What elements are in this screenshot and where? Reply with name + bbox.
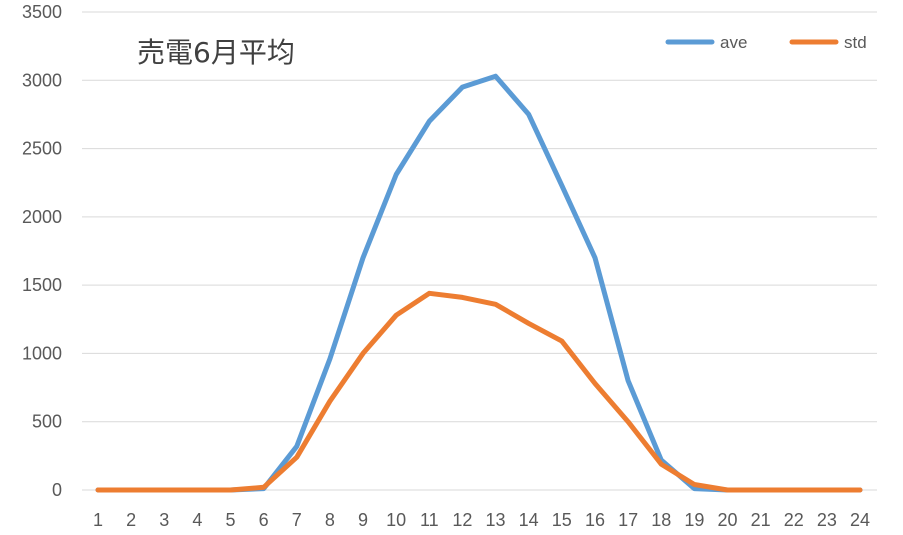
x-tick-label-13: 13 <box>486 510 506 530</box>
x-tick-label-3: 3 <box>159 510 169 530</box>
x-tick-label-19: 19 <box>684 510 704 530</box>
x-tick-label-17: 17 <box>618 510 638 530</box>
y-tick-label-3000: 3000 <box>22 70 62 90</box>
x-tick-label-11: 11 <box>420 510 439 530</box>
x-tick-label-5: 5 <box>226 510 236 530</box>
series-lines <box>95 73 863 493</box>
x-tick-label-10: 10 <box>386 510 406 530</box>
legend: ave std <box>665 33 867 52</box>
y-tick-label-3500: 3500 <box>22 2 62 22</box>
y-tick-label-1500: 1500 <box>22 275 62 295</box>
y-tick-label-500: 500 <box>32 412 62 432</box>
x-tick-label-23: 23 <box>817 510 837 530</box>
x-tick-label-2: 2 <box>126 510 136 530</box>
y-tick-label-2000: 2000 <box>22 207 62 227</box>
x-tick-label-7: 7 <box>292 510 302 530</box>
series-line-std <box>95 290 863 493</box>
legend-label-std: std <box>844 33 867 52</box>
gridlines <box>82 11 877 491</box>
x-tick-label-6: 6 <box>259 510 269 530</box>
x-tick-label-24: 24 <box>850 510 870 530</box>
y-tick-label-0: 0 <box>52 480 62 500</box>
x-axis-tick-labels: 1 2 3 4 5 6 7 8 9 10 11 12 13 14 15 16 17 18 19 20 21 22 23 24 <box>93 510 870 530</box>
y-axis-tick-labels: 0 500 1000 1500 2000 2500 3000 3500 <box>22 2 62 500</box>
x-tick-label-9: 9 <box>358 510 368 530</box>
x-tick-label-15: 15 <box>552 510 572 530</box>
y-tick-label-2500: 2500 <box>22 139 62 159</box>
x-tick-label-20: 20 <box>717 510 737 530</box>
x-tick-label-22: 22 <box>784 510 804 530</box>
x-tick-label-18: 18 <box>651 510 671 530</box>
x-tick-label-1: 1 <box>93 510 103 530</box>
x-tick-label-14: 14 <box>519 510 539 530</box>
x-tick-label-21: 21 <box>751 510 771 530</box>
y-tick-label-1000: 1000 <box>22 343 62 363</box>
x-tick-label-4: 4 <box>192 510 202 530</box>
x-tick-label-8: 8 <box>325 510 335 530</box>
legend-label-ave: ave <box>720 33 747 52</box>
chart-title: 売電6月平均 <box>137 36 295 69</box>
x-tick-label-16: 16 <box>585 510 605 530</box>
series-line-ave <box>95 73 863 493</box>
x-tick-label-12: 12 <box>452 510 472 530</box>
